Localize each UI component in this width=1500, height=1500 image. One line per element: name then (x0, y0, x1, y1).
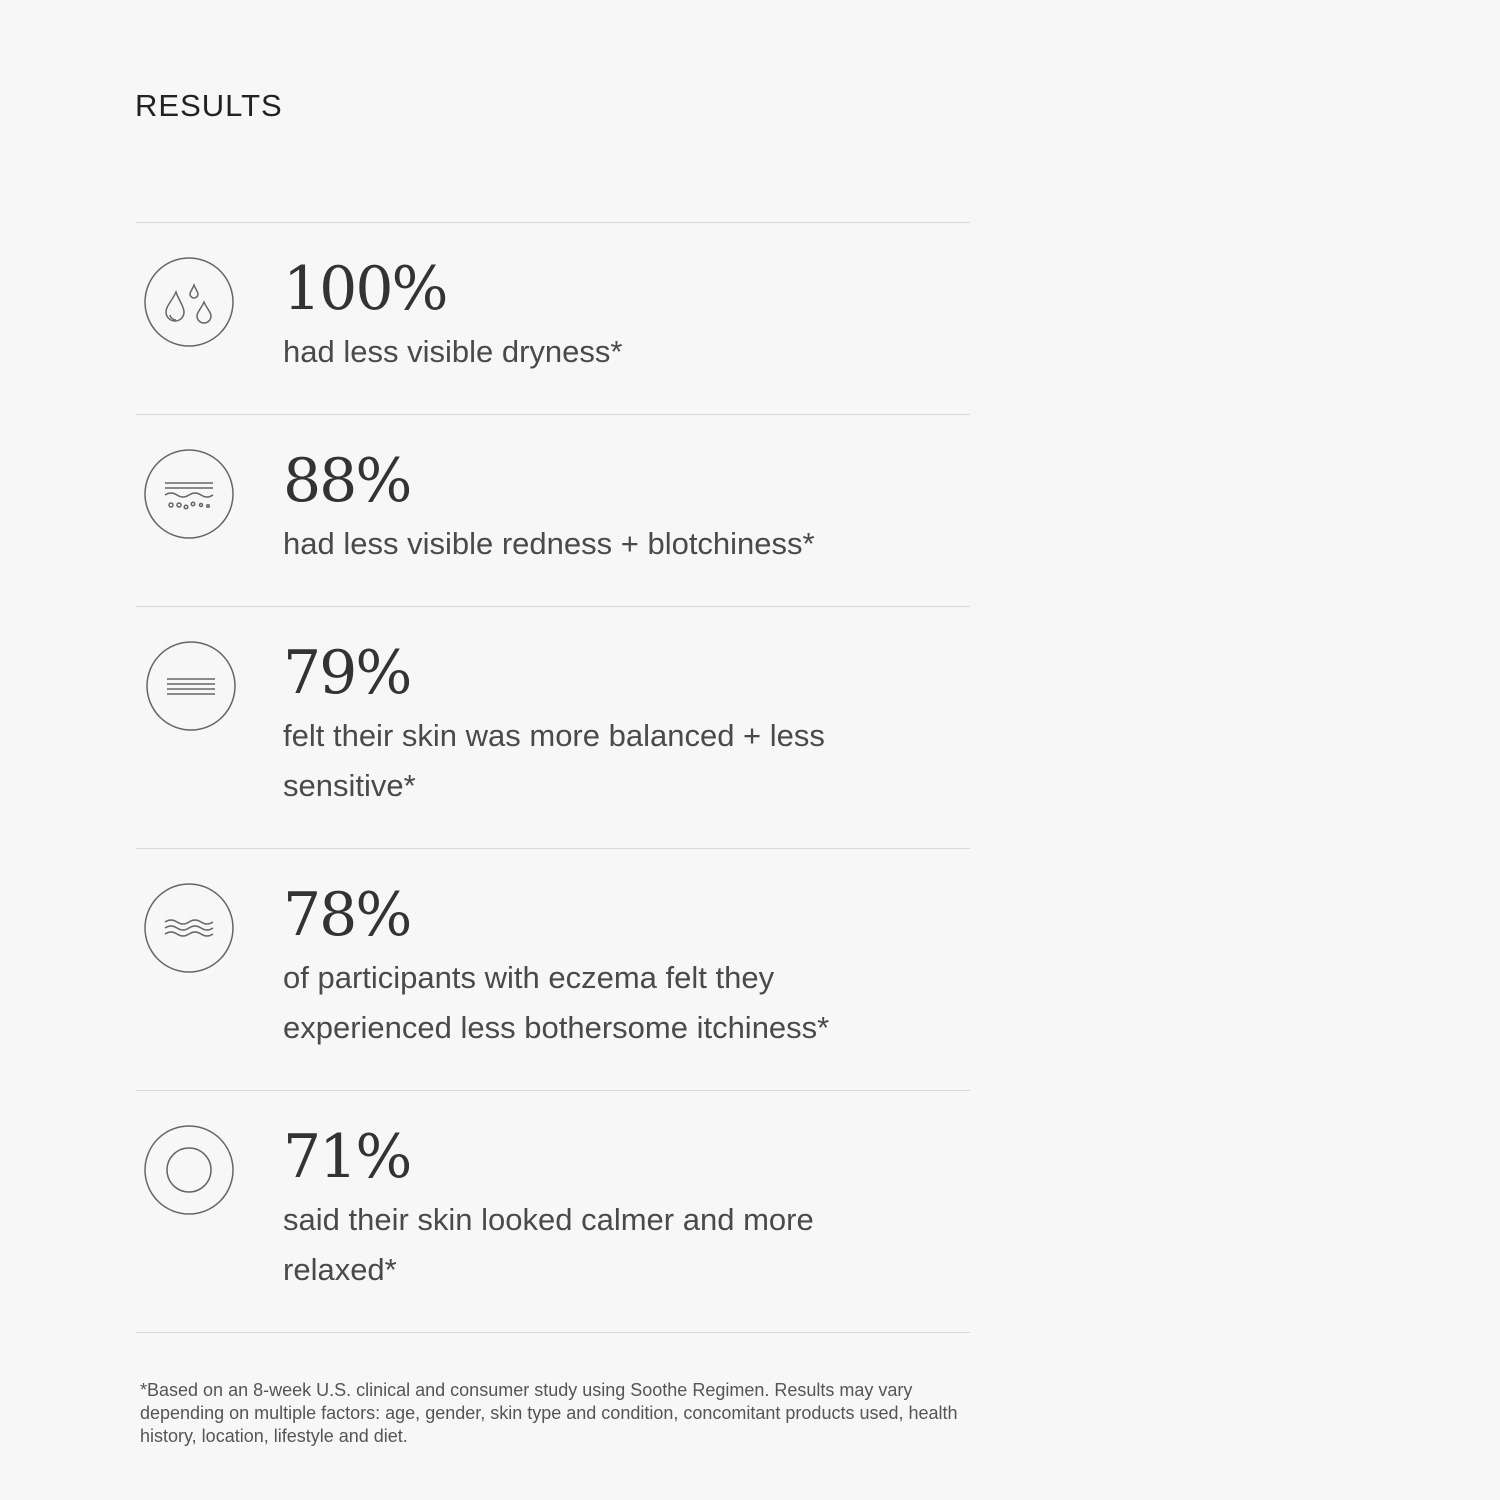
results-list: 100% had less visible dryness* 88% had l… (136, 222, 970, 1333)
result-percentage: 78% (283, 880, 412, 950)
result-item: 79% felt their skin was more balanced + … (136, 607, 970, 849)
result-item: 78% of participants with eczema felt the… (136, 849, 970, 1091)
result-percentage: 71% (283, 1122, 412, 1192)
water-drops-icon (144, 257, 234, 347)
calm-circle-icon (144, 1125, 234, 1215)
result-item: 100% had less visible dryness* (136, 223, 970, 415)
section-title: RESULTS (135, 88, 283, 123)
result-percentage: 79% (283, 638, 412, 708)
result-item: 71% said their skin looked calmer and mo… (136, 1091, 970, 1333)
result-description: had less visible dryness* (283, 334, 623, 369)
footnote: *Based on an 8-week U.S. clinical and co… (140, 1380, 958, 1446)
result-description: had less visible redness + blotchiness* (283, 526, 815, 561)
skin-layers-icon (144, 449, 234, 539)
waves-icon (144, 883, 234, 973)
result-percentage: 88% (283, 446, 412, 516)
result-description: said their skin looked calmer and more r… (283, 1202, 814, 1287)
result-description: of participants with eczema felt they ex… (283, 960, 830, 1045)
result-item: 88% had less visible redness + blotchine… (136, 415, 970, 607)
result-description: felt their skin was more balanced + less… (283, 718, 825, 803)
result-percentage: 100% (283, 254, 449, 324)
balanced-lines-icon (146, 641, 236, 731)
